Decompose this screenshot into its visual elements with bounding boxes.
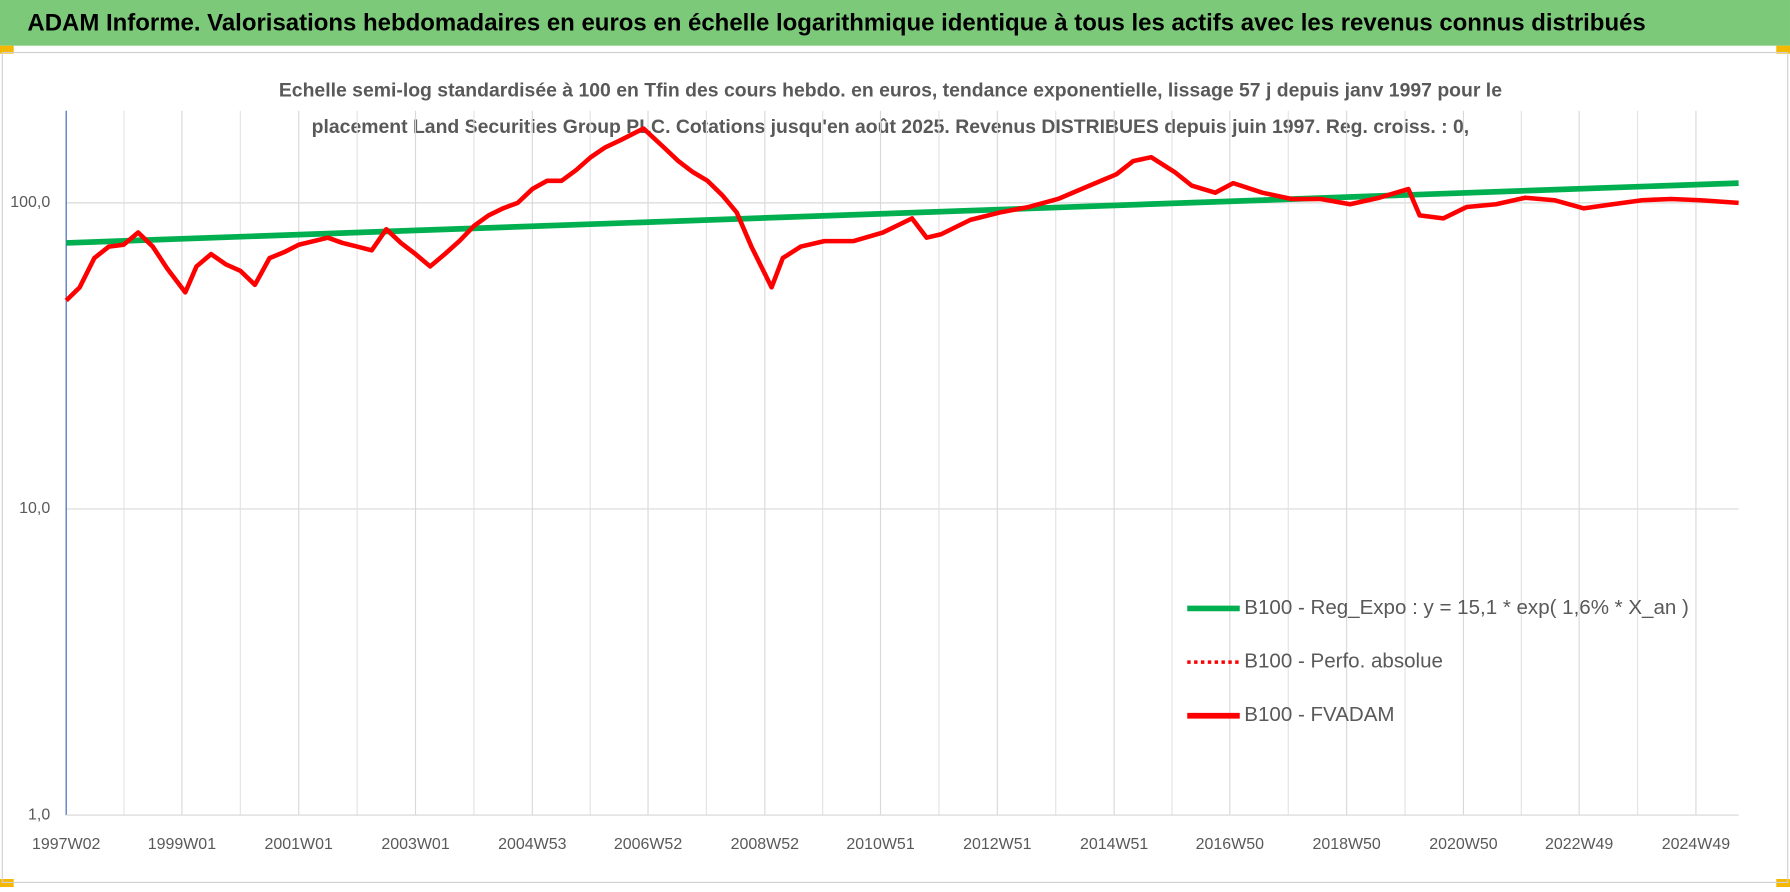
legend-label: B100 - Perfo. absolue <box>1244 650 1443 673</box>
x-tick-label: 2016W50 <box>1196 836 1264 853</box>
x-tick-label: 1999W01 <box>148 836 216 853</box>
series-line <box>66 180 1739 246</box>
legend-label: B100 - FVADAM <box>1244 703 1394 726</box>
corner <box>0 45 14 54</box>
x-tick-label: 2006W52 <box>614 836 682 853</box>
x-tick-label: 1997W02 <box>32 836 100 853</box>
legend-label: B100 - Reg_Expo : y = 15,1 * exp( 1,6% *… <box>1244 596 1689 619</box>
x-tick-label: 2024W49 <box>1662 836 1730 853</box>
x-tick-label: 2012W51 <box>963 836 1031 853</box>
corner <box>1776 45 1790 54</box>
x-tick-label: 2008W52 <box>731 836 799 853</box>
x-tick-label: 2018W50 <box>1312 836 1380 853</box>
x-tick-label: 2003W01 <box>381 836 449 853</box>
x-tick-label: 2022W49 <box>1545 836 1613 853</box>
x-tick-label: 2001W01 <box>265 836 333 853</box>
x-tick-label: 2010W51 <box>846 836 914 853</box>
chart-subtitle: placement Land Securities Group PLC. Cot… <box>312 116 1470 138</box>
page-title: ADAM Informe. Valorisations hebdomadaire… <box>27 9 1645 36</box>
y-tick-label: 100,0 <box>10 194 50 211</box>
title-bar <box>0 0 1790 46</box>
x-tick-label: 2004W53 <box>498 836 566 853</box>
x-tick-label: 2020W50 <box>1429 836 1497 853</box>
series-line <box>64 126 1739 303</box>
x-tick-label: 2014W51 <box>1080 836 1148 853</box>
y-tick-label: 1,0 <box>28 806 50 823</box>
frame <box>1 51 1789 884</box>
chart-subtitle: Echelle semi-log standardisée à 100 en T… <box>279 79 1502 101</box>
y-tick-label: 10,0 <box>19 500 50 517</box>
